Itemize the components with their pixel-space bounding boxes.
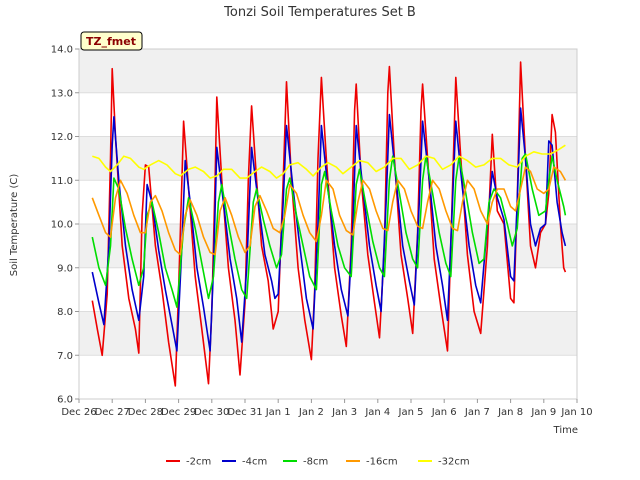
series-line	[91, 107, 567, 352]
background-band	[79, 49, 577, 93]
legend-label: -16cm	[366, 457, 398, 468]
background-band	[79, 311, 577, 356]
x-tick-label: Jan 6	[431, 407, 457, 418]
x-tick-label: Jan 3	[331, 407, 357, 418]
x-tick-label: Jan 10	[560, 407, 592, 418]
x-tick-label: Dec 29	[161, 407, 196, 418]
legend-label: -2cm	[186, 457, 211, 468]
x-tick-label: Dec 27	[95, 407, 130, 418]
chart-title: Tonzi Soil Temperatures Set B	[223, 5, 416, 20]
series-lines	[91, 61, 567, 387]
legend-label: -8cm	[303, 457, 328, 468]
annotation-label: TZ_fmet	[86, 35, 136, 48]
x-tick-label: Jan 9	[530, 407, 556, 418]
background-band	[79, 224, 577, 268]
y-tick-label: 6.0	[57, 395, 73, 406]
x-tick-label: Jan 1	[265, 407, 291, 418]
x-tick-label: Jan 2	[298, 407, 324, 418]
x-tick-label: Dec 31	[227, 407, 262, 418]
x-tick-label: Jan 5	[398, 407, 424, 418]
annotation-box: TZ_fmet	[80, 31, 143, 51]
series-line	[92, 144, 566, 179]
series-line	[91, 166, 567, 256]
series-line	[91, 153, 567, 308]
x-tick-label: Dec 26	[61, 407, 96, 418]
y-tick-label: 7.0	[57, 351, 73, 362]
y-tick-label: 12.0	[51, 132, 73, 143]
y-tick-label: 9.0	[57, 263, 73, 274]
legend-label: -32cm	[438, 457, 470, 468]
y-tick-label: 8.0	[57, 307, 73, 318]
y-axis-ticks: 6.0 7.0 8.0 9.0 10.0 11.0 12.0 13.0 14.0	[51, 45, 79, 406]
legend-label: -4cm	[242, 457, 267, 468]
x-axis-title: Time	[553, 425, 578, 436]
y-tick-label: 10.0	[51, 220, 73, 231]
x-tick-label: Jan 4	[364, 407, 390, 418]
y-tick-label: 13.0	[51, 88, 73, 99]
y-axis-title: Soil Temperature (C)	[9, 174, 20, 277]
y-tick-label: 14.0	[51, 45, 73, 56]
x-tick-label: Dec 30	[194, 407, 229, 418]
legend: -2cm -4cm -8cm -16cm -32cm	[166, 457, 470, 468]
x-tick-label: Dec 28	[128, 407, 163, 418]
x-tick-label: Jan 8	[497, 407, 523, 418]
x-tick-label: Jan 7	[464, 407, 490, 418]
y-tick-label: 11.0	[51, 176, 73, 187]
